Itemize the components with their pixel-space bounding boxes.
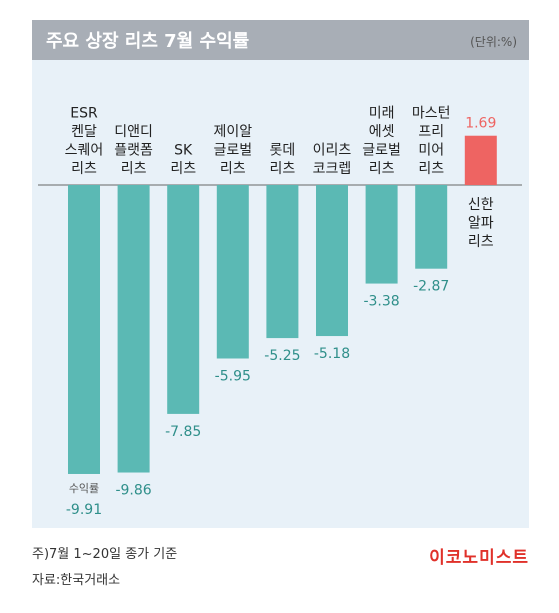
- value-label-1: -9.86: [115, 483, 151, 499]
- value-caption: 수익률: [69, 482, 99, 495]
- source-note: 자료:한국거래소: [32, 573, 121, 588]
- title-bar: [32, 20, 529, 60]
- value-label-7: -2.87: [413, 279, 449, 295]
- category-label-4-1: 리츠: [270, 161, 296, 177]
- category-label-1-1: 플랫폼: [114, 143, 153, 159]
- value-label-6: -3.38: [363, 294, 399, 310]
- category-label-8-2: 리츠: [468, 234, 494, 250]
- chart-title: 주요 상장 리츠 7월 수익률: [46, 31, 249, 52]
- category-label-2-1: 리츠: [170, 161, 196, 177]
- value-label-2: -7.85: [165, 424, 201, 440]
- category-label-0-0: ESR: [70, 106, 98, 122]
- category-label-1-2: 리츠: [121, 161, 147, 177]
- category-label-0-3: 리츠: [71, 161, 97, 177]
- category-label-7-0: 마스턴: [412, 106, 451, 122]
- bar-8: [464, 135, 497, 185]
- brand-logo: 이코노미스트: [429, 548, 529, 568]
- value-label-8: 1.69: [465, 116, 496, 132]
- unit-label: (단위:%): [470, 35, 517, 49]
- category-label-7-2: 미어: [418, 143, 444, 159]
- category-label-6-1: 에셋: [369, 124, 395, 140]
- bar-6: [365, 185, 398, 284]
- category-label-5-1: 코크렙: [313, 161, 352, 177]
- value-label-0: -9.91: [66, 502, 102, 518]
- bar-0: [68, 185, 100, 474]
- bar-1: [117, 185, 150, 473]
- value-label-3: -5.95: [215, 369, 251, 385]
- bar-4: [266, 185, 299, 339]
- bar-5: [316, 185, 348, 337]
- category-label-6-3: 리츠: [369, 161, 395, 177]
- bar-7: [415, 185, 448, 269]
- bar-3: [216, 185, 249, 359]
- category-label-1-0: 디앤디: [114, 124, 153, 140]
- category-label-5-0: 이리츠: [313, 143, 352, 159]
- category-label-2-0: SK: [174, 143, 193, 159]
- category-label-6-0: 미래: [369, 106, 395, 122]
- category-label-0-2: 스퀘어: [65, 143, 104, 159]
- category-label-3-0: 제이알: [213, 124, 252, 140]
- category-label-8-0: 신한: [468, 197, 494, 213]
- category-label-3-1: 글로벌: [213, 143, 252, 159]
- value-label-4: -5.25: [264, 348, 300, 364]
- category-label-6-2: 글로벌: [362, 143, 401, 159]
- value-label-5: -5.18: [314, 346, 350, 362]
- bar-2: [167, 185, 200, 414]
- footnote: 주)7월 1~20일 종가 기준: [32, 547, 178, 562]
- category-label-4-0: 롯데: [270, 143, 296, 159]
- category-label-7-3: 리츠: [418, 161, 444, 177]
- category-label-0-1: 켄달: [71, 124, 97, 140]
- category-label-3-2: 리츠: [220, 161, 246, 177]
- category-label-7-1: 프리: [418, 124, 444, 140]
- category-label-8-1: 알파: [468, 216, 494, 232]
